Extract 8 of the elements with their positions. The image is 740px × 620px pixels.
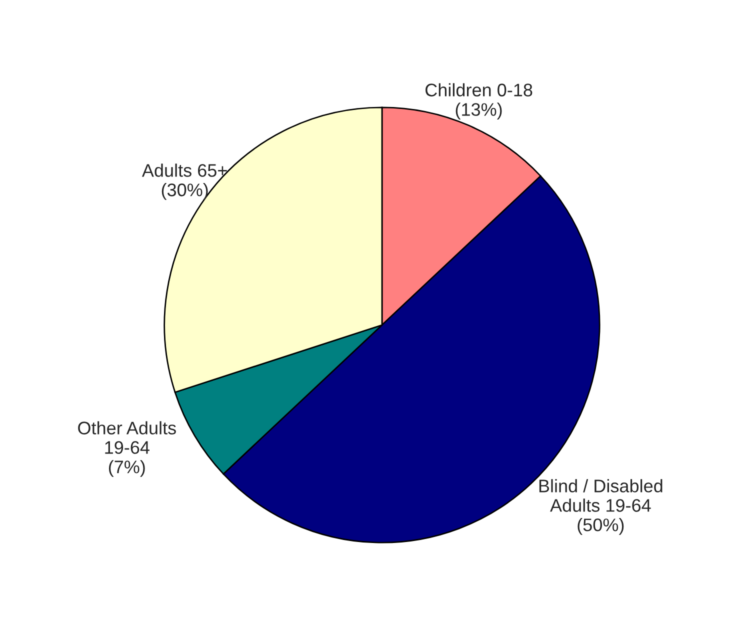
slice-label: Adults 65+ (142, 164, 227, 177)
data-label: (13%) (456, 102, 502, 120)
slice-label: Children 0-18 (426, 83, 532, 96)
data-label: (30%) (162, 183, 208, 200)
data-label: (50%) (578, 518, 624, 535)
slice-label: Other Adults 19-64 (78, 421, 176, 454)
data-label: (7%) (108, 460, 145, 477)
slice-label: Blind / Disabled Adults 19-64 (539, 479, 662, 512)
